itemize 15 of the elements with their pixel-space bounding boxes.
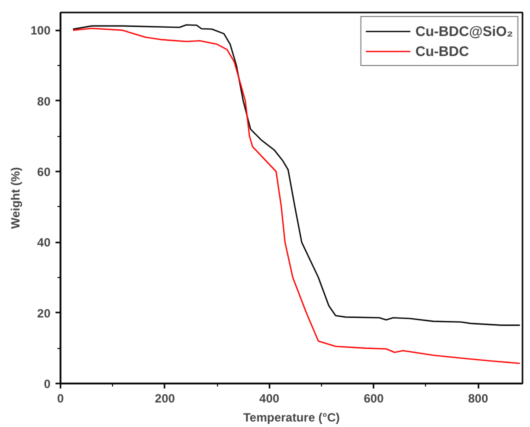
y-tick-label: 0	[44, 377, 51, 391]
y-tick-label: 80	[37, 94, 51, 108]
legend-label: Cu-BDC@SiO₂	[415, 23, 513, 39]
x-tick-label: 800	[468, 392, 488, 406]
x-tick-label: 200	[154, 392, 176, 406]
x-tick-label: 600	[364, 392, 384, 406]
y-tick-label: 60	[37, 165, 51, 179]
legend-label: Cu-BDC	[415, 43, 469, 59]
y-tick-label: 20	[37, 306, 51, 320]
x-tick-label: 0	[57, 392, 64, 406]
x-tick-label: 400	[259, 392, 280, 406]
y-tick-label: 40	[37, 236, 51, 250]
x-axis-title: Temperature (°C)	[243, 410, 340, 424]
y-tick-label: 100	[30, 24, 51, 38]
y-axis-title: Weight (%)	[8, 167, 22, 229]
